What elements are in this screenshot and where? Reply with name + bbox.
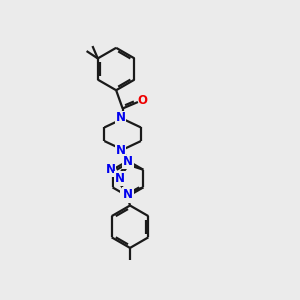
Text: N: N — [123, 155, 133, 168]
Text: N: N — [123, 188, 133, 201]
Text: N: N — [116, 111, 126, 124]
Text: N: N — [115, 172, 125, 185]
Text: O: O — [137, 94, 147, 107]
Text: N: N — [116, 144, 126, 157]
Text: N: N — [121, 190, 131, 203]
Text: N: N — [106, 163, 116, 176]
